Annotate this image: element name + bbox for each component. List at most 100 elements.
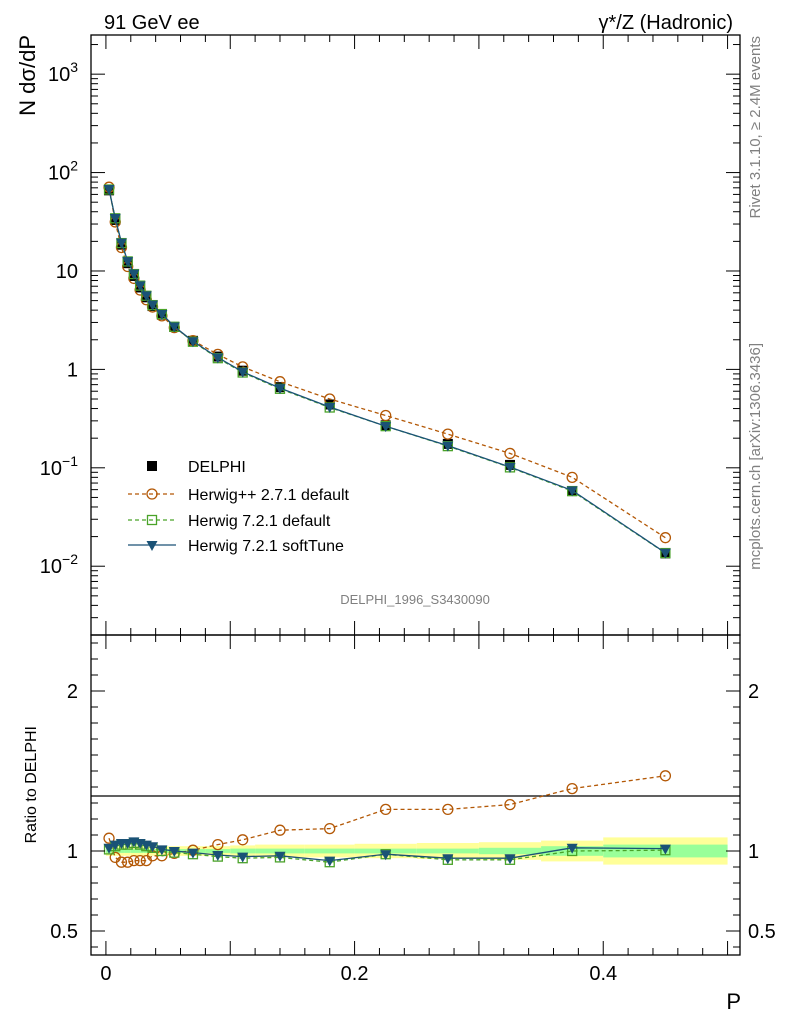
- ratio-point-2-1: [109, 840, 121, 851]
- ratio-point-2-16: [442, 854, 454, 865]
- legend-marker-2: [146, 514, 158, 526]
- legend-label-1: Herwig++ 2.7.1 default: [188, 487, 350, 504]
- ratio-point-2-0: [103, 843, 115, 854]
- ratio-band-stat: [118, 849, 125, 853]
- ratio-point-0-2: [115, 856, 128, 868]
- main-point-3-16: [442, 441, 454, 452]
- ratio-point-2-10: [187, 848, 199, 859]
- xtick-label: 0.2: [341, 963, 369, 985]
- main-panel: N dσ/dP 10−2 10−1 1 10 102 103 DELPHI_1996_S3…: [15, 34, 741, 636]
- ratio-point-2-8: [156, 845, 168, 856]
- main-ytick-label: 102: [48, 158, 78, 185]
- ratio-ytick-label-right: 1: [748, 841, 759, 863]
- main-point-3-5: [134, 281, 146, 292]
- ratio-band-stat: [478, 847, 542, 855]
- ratio-point-0-11: [212, 838, 224, 851]
- main-point-3-14: [324, 402, 336, 413]
- ratio-point-2-14: [324, 856, 336, 867]
- legend-label-2: Herwig 7.2.1 default: [188, 513, 331, 530]
- ratio-point-0-16: [442, 803, 454, 816]
- legend-label-3: Herwig 7.2.1 softTune: [188, 538, 344, 555]
- main-point-3-3: [122, 257, 134, 268]
- main-point-1-15: [380, 409, 392, 422]
- main-point-3-19: [659, 548, 671, 559]
- ratio-ytick-label-right: 2: [748, 681, 759, 703]
- main-point-3-9: [168, 322, 180, 333]
- ratio-point-0-12: [237, 834, 249, 846]
- legend: DELPHI Herwig++ 2.7.1 default Herwig 7.2.1…: [128, 459, 350, 555]
- ratio-point-0-13: [274, 824, 286, 836]
- main-point-3-10: [187, 337, 199, 348]
- ratio-frame: [90, 634, 741, 956]
- ratio-band-stat: [255, 848, 305, 854]
- ratio-point-0-14: [324, 822, 336, 835]
- main-series: [103, 181, 672, 559]
- ratio-band-stat: [130, 849, 138, 853]
- ratio-ytick-label-left: 2: [67, 681, 78, 703]
- ratio-ytick-label-right: 0.5: [748, 921, 776, 943]
- ratio-band-stat: [416, 848, 479, 854]
- ratio-ytick-label-left: 0.5: [50, 921, 78, 943]
- x-axis-label: P: [726, 989, 741, 1014]
- ratio-point-0-0: [103, 832, 115, 844]
- main-point-3-7: [147, 300, 159, 311]
- main-point-3-8: [156, 309, 168, 320]
- legend-marker-0: [147, 461, 157, 471]
- ratio-band-stat: [304, 848, 355, 854]
- ratio-point-0-17: [504, 798, 516, 811]
- main-point-3-1: [109, 214, 121, 225]
- legend-marker-3: [146, 541, 158, 551]
- ratio-point-2-11: [212, 851, 224, 861]
- legend-label-0: DELPHI: [188, 459, 246, 476]
- main-ytick-label: 10−2: [40, 551, 78, 578]
- ratio-point-2-18: [566, 843, 578, 854]
- header-left: 91 GeV ee: [104, 12, 200, 34]
- main-point-3-4: [128, 269, 140, 280]
- legend-marker-1: [146, 488, 158, 500]
- ratio-ylabel: Ratio to DELPHI: [23, 726, 40, 843]
- ratio-band-stat: [124, 849, 131, 853]
- main-point-3-2: [115, 238, 127, 249]
- ratio-point-2-17: [504, 854, 516, 865]
- ratio-point-0-18: [566, 782, 578, 795]
- ratio-panel: 0.5 0.5 1 1 2 2 0 0.2 0.4 Ratio to DELPHI P: [23, 634, 776, 1014]
- ratio-series: [103, 770, 672, 868]
- ratio-point-0-5: [134, 854, 146, 867]
- main-point-3-18: [566, 486, 578, 497]
- main-point-3-12: [237, 367, 249, 378]
- ratio-ytick-label-left: 1: [67, 841, 78, 863]
- main-point-3-6: [140, 291, 152, 302]
- ratio-point-2-13: [274, 851, 286, 862]
- main-point-3-15: [380, 422, 392, 433]
- ratio-bands: [105, 837, 728, 865]
- main-ylabel: N dσ/dP: [15, 35, 40, 116]
- main-point-1-19: [659, 532, 672, 544]
- header-right: γ*/Z (Hadronic): [599, 12, 733, 34]
- ratio-point-2-19: [659, 844, 671, 855]
- ratio-point-0-15: [380, 803, 392, 816]
- ratio-point-0-4: [128, 854, 140, 867]
- analysis-id: DELPHI_1996_S3430090: [340, 592, 490, 607]
- main-ytick-label: 10−1: [40, 453, 78, 480]
- ratio-line-1: [108, 842, 666, 863]
- main-point-1-16: [442, 428, 454, 440]
- ratio-point-2-12: [237, 852, 249, 863]
- rivet-label: Rivet 3.1.10, ≥ 2.4M events: [747, 36, 764, 219]
- main-point-3-0: [103, 185, 115, 196]
- main-point-1-18: [566, 471, 578, 483]
- main-ytick-label: 10: [56, 261, 78, 283]
- ratio-band-stat: [230, 848, 256, 854]
- ratio-band-stat: [137, 849, 144, 853]
- main-line-1: [108, 187, 666, 539]
- ratio-point-2-7: [147, 842, 159, 853]
- xtick-label: 0.4: [589, 963, 617, 985]
- xtick-label: 0: [100, 963, 111, 985]
- mcplots-label: mcplots.cern.ch [arXiv:1306.3436]: [747, 343, 764, 570]
- ratio-point-2-3: [122, 839, 134, 849]
- main-point-1-17: [504, 447, 516, 460]
- main-point-3-13: [274, 384, 286, 395]
- main-point-3-17: [504, 462, 516, 473]
- ratio-point-0-19: [659, 770, 672, 782]
- main-ytick-label: 1: [67, 359, 78, 381]
